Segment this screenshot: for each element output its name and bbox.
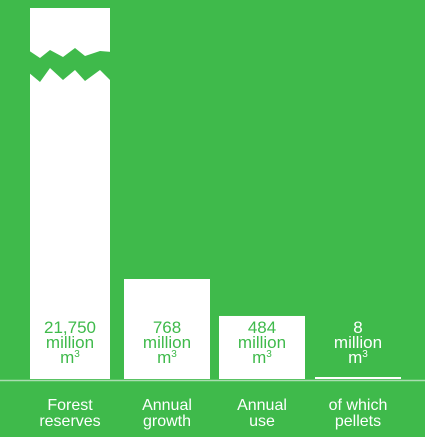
value-unit: m3 <box>252 348 272 367</box>
bar-value-label-3: 8 million m3 <box>310 318 406 367</box>
category-label-3: of which pellets <box>328 397 388 430</box>
value-unit-word: million <box>142 333 192 352</box>
bar-2 <box>219 315 305 379</box>
category-label-1: Annual growth <box>142 397 192 430</box>
value-unit: m3 <box>157 348 177 367</box>
category-label-2: Annual use <box>237 397 287 430</box>
bar-value-label-1: 768 million m3 <box>119 318 215 367</box>
value-number: 8 <box>353 318 363 337</box>
value-unit-word: million <box>333 333 383 352</box>
value-unit-word: million <box>237 333 287 352</box>
category-label-0: Forest reserves <box>39 397 101 430</box>
value-number: 484 <box>247 318 277 337</box>
value-unit: m3 <box>348 348 368 367</box>
value-unit: m3 <box>60 348 80 367</box>
axis-break-mark <box>28 48 112 82</box>
bar-3 <box>315 377 401 379</box>
value-number: 768 <box>152 318 182 337</box>
value-unit-word: million <box>45 333 95 352</box>
value-number: 21,750 <box>44 318 96 337</box>
bar-value-label-2: 484 million m3 <box>214 318 310 367</box>
bar-1 <box>124 279 210 379</box>
bar-value-label-0: 21,750 million m3 <box>22 318 118 367</box>
